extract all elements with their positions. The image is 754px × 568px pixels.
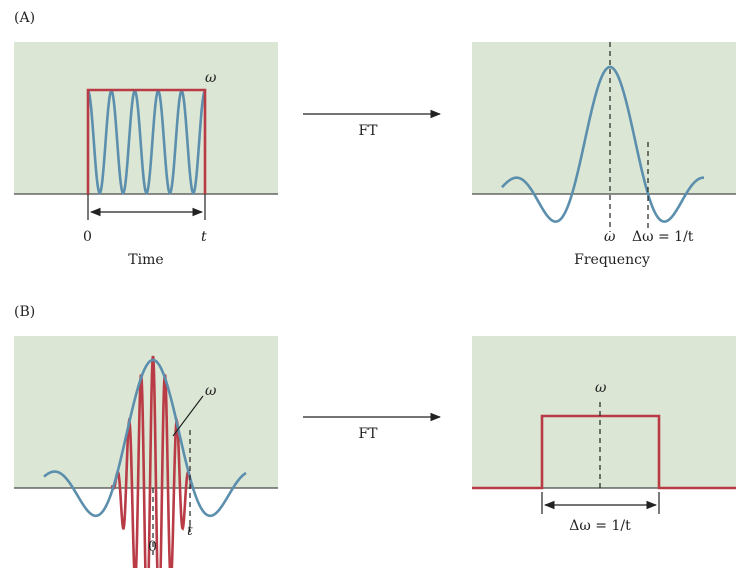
freq-omega-label: ω [595, 380, 607, 396]
panel-b-time-plot: ω 0 t [14, 336, 278, 568]
panel-b-ft-arrow: FT [303, 412, 442, 442]
omega-label: ω [205, 70, 217, 86]
omega-label: ω [205, 383, 217, 399]
time-zero-label: 0 [148, 539, 157, 555]
time-axis-label: Time [128, 252, 163, 268]
panel-a-frequency-background [472, 42, 736, 194]
panel-a-time-background [14, 42, 278, 194]
frequency-axis-label: Frequency [574, 252, 650, 268]
sinc-envelope [43, 358, 247, 518]
panel-b-frequency-plot: ω Δω = 1/t [472, 336, 736, 534]
ft-label: FT [358, 123, 378, 139]
time-t-label: t [201, 229, 207, 245]
time-t-label: t [187, 523, 193, 539]
panel-a-ft-arrow: FT [303, 109, 442, 139]
panel-a-label: (A) [14, 10, 35, 26]
sinc-spectrum [501, 65, 705, 223]
panel-a-frequency-plot: ω Δω = 1/t Frequency [472, 42, 736, 268]
omega-pointer [172, 395, 204, 437]
panel-a-time-plot: ω 0 t Time [14, 42, 278, 268]
delta-omega-label: Δω = 1/t [569, 518, 631, 534]
oscillating-wave [87, 89, 206, 195]
panel-b-label: (B) [14, 304, 35, 320]
ft-label: FT [358, 426, 378, 442]
panel-b-time-background [14, 336, 278, 488]
panel-b-frequency-background [472, 336, 736, 488]
freq-omega-label: ω [604, 229, 616, 245]
rectangular-window [86, 88, 207, 194]
time-zero-label: 0 [83, 229, 92, 245]
wave-packet [110, 355, 194, 568]
delta-omega-label: Δω = 1/t [632, 229, 694, 245]
